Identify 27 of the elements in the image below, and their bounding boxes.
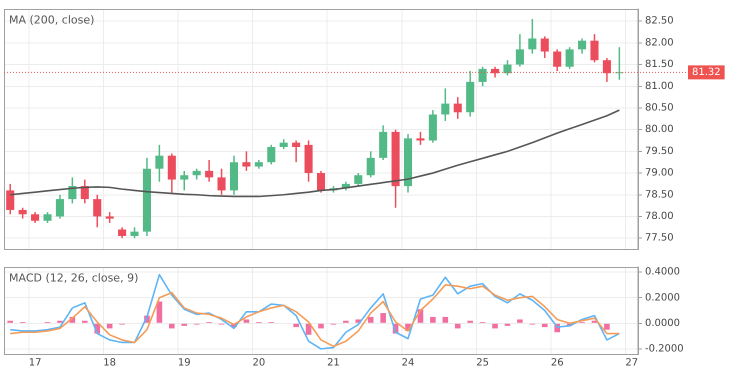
text: MACD (12, 26, close, 9) <box>9 271 138 284</box>
y-tick-label: 0.2000 <box>645 292 680 304</box>
y-tick-label: -0.2000 <box>645 343 684 354</box>
ref-line-label: 81.32 <box>692 66 721 78</box>
y-tick-label: 0.4000 <box>645 266 680 278</box>
x-tick-label: 18 <box>103 358 116 369</box>
y-tick-label: 80.50 <box>645 102 674 114</box>
y-tick-label: 78.00 <box>645 211 674 222</box>
y-tick-label: 80.00 <box>645 124 674 136</box>
x-tick-label: 21 <box>327 358 340 369</box>
y-tick-label: 82.50 <box>645 16 674 27</box>
x-tick-label: 25 <box>476 358 489 369</box>
y-tick-label: 81.50 <box>645 59 674 70</box>
x-tick-label: 24 <box>402 358 414 369</box>
chart-title: MA (200, close) <box>9 13 94 26</box>
x-tick-label: 17 <box>28 358 42 369</box>
y-tick-label: 79.50 <box>645 146 674 157</box>
y-tick-label: 82.00 <box>645 37 674 48</box>
x-tick-label: 26 <box>550 358 564 369</box>
x-tick-label: 27 <box>625 358 638 369</box>
x-tick-label: 19 <box>178 358 191 369</box>
y-tick-label: 77.50 <box>645 232 674 244</box>
y-tick-label: 0.0000 <box>645 318 680 329</box>
y-tick-label: 79.00 <box>645 168 674 179</box>
x-tick-label: 20 <box>252 358 266 369</box>
y-tick-label: 81.00 <box>645 80 674 92</box>
y-tick-label: 78.50 <box>645 189 674 200</box>
